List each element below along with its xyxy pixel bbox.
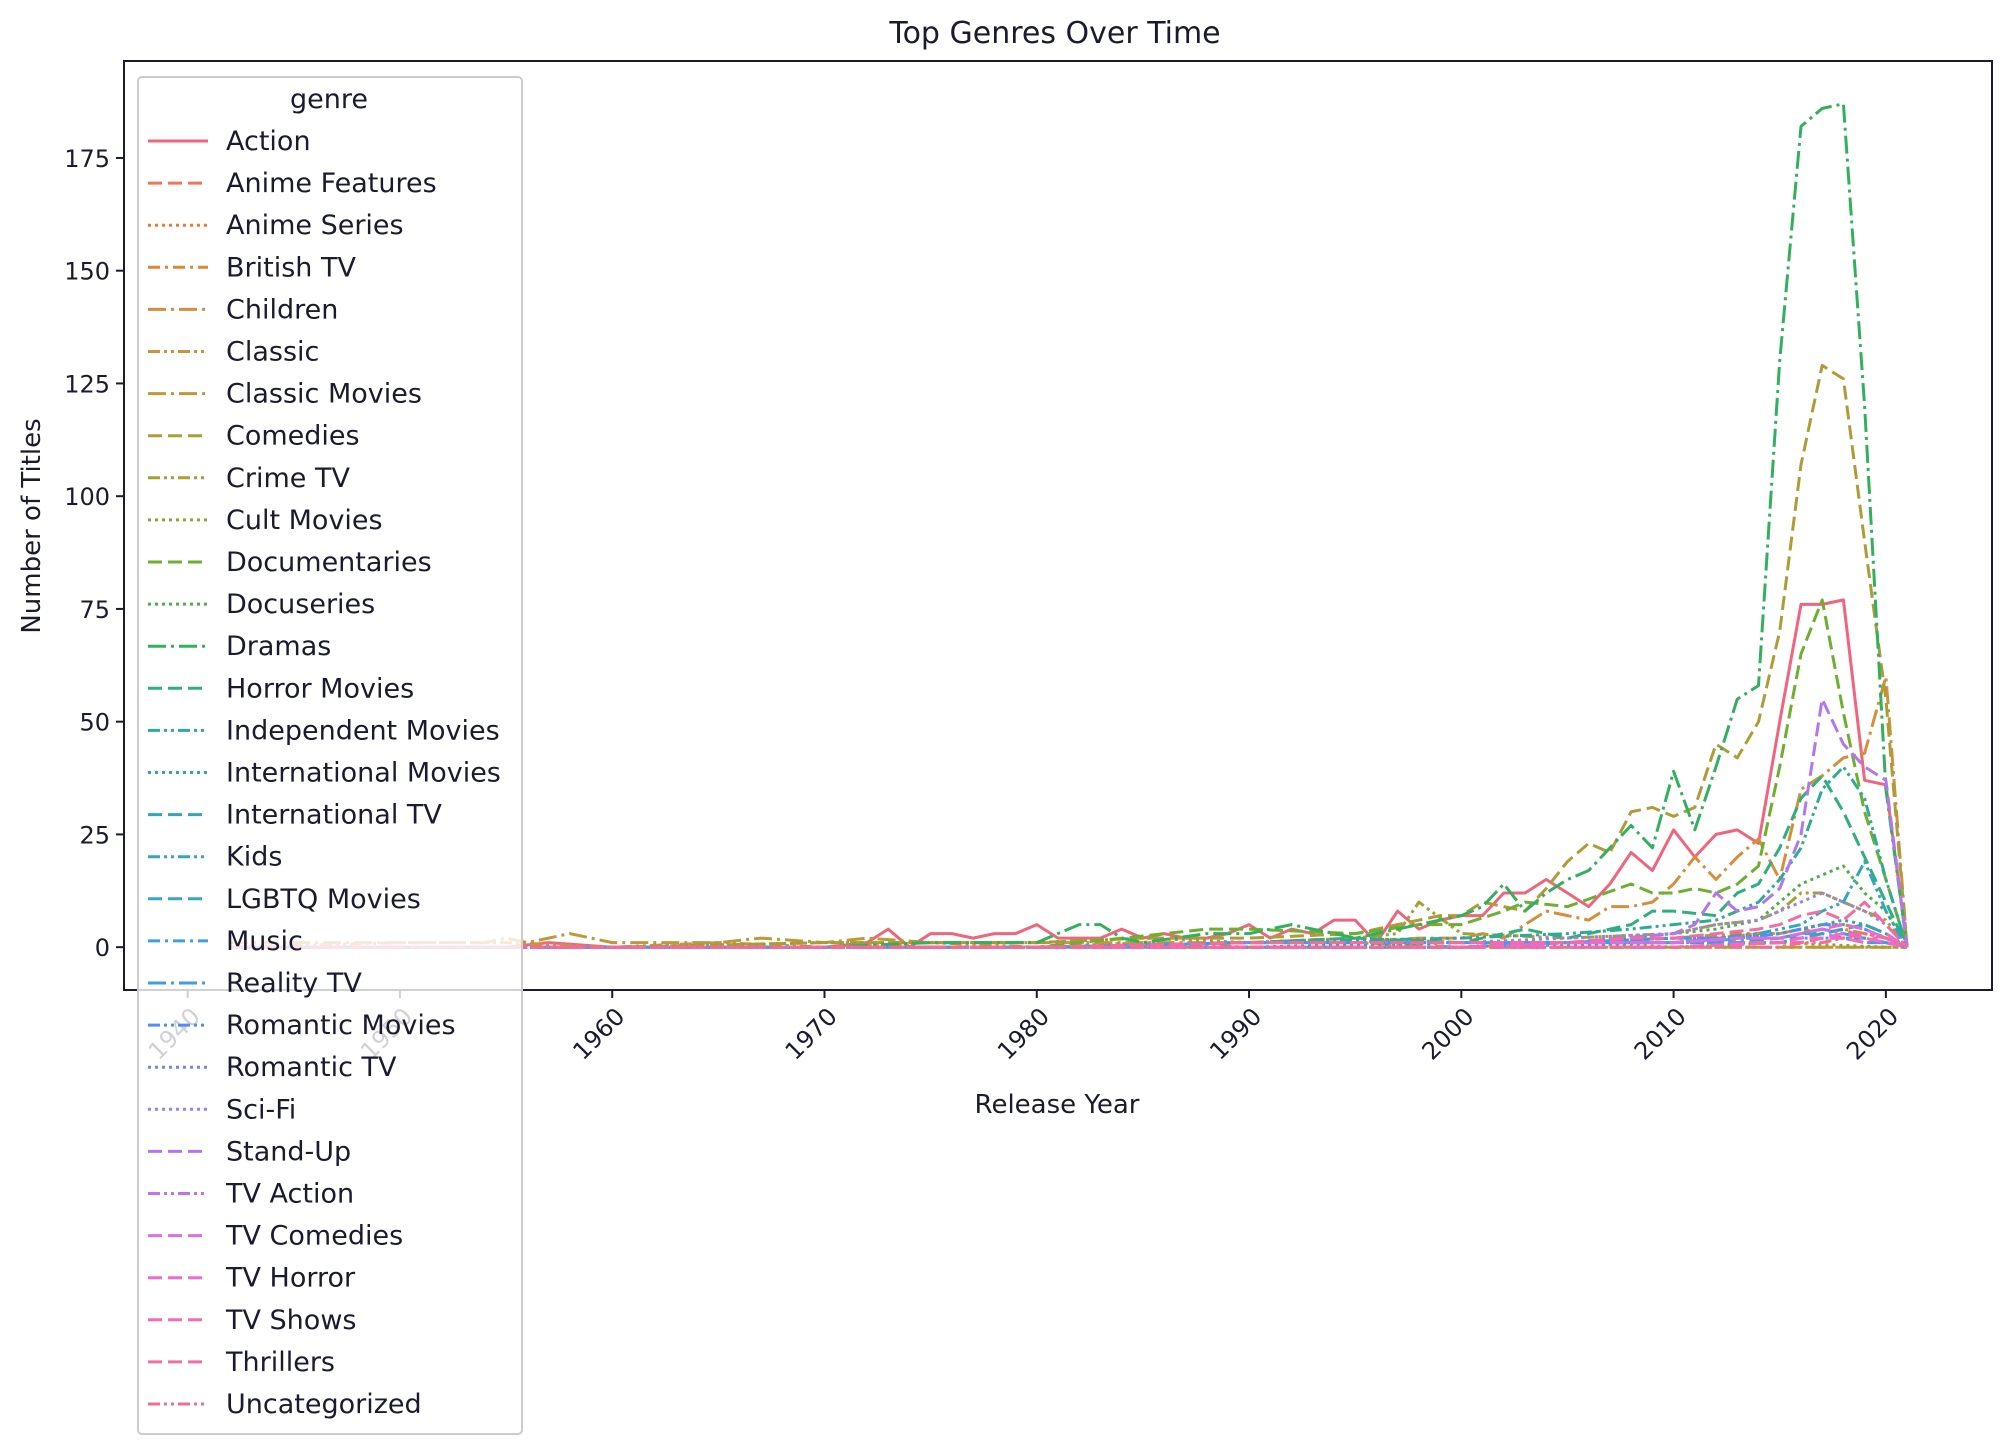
legend-label-anime-features: Anime Features bbox=[226, 168, 437, 199]
x-tick-label: 1960 bbox=[567, 1002, 630, 1065]
x-tick-label: 1990 bbox=[1204, 1002, 1267, 1065]
series-line-uncategorized bbox=[230, 932, 1908, 949]
x-axis-label: Release Year bbox=[975, 1090, 1140, 1120]
legend-label-lgbtq-movies: LGBTQ Movies bbox=[226, 884, 421, 915]
series-line-action bbox=[230, 598, 1909, 949]
legend-label-comedies: Comedies bbox=[226, 421, 360, 452]
x-tick-label: 1980 bbox=[992, 1002, 1055, 1065]
legend-label-international-tv: International TV bbox=[226, 800, 442, 831]
chart-title: Top Genres Over Time bbox=[888, 16, 1220, 51]
legend-label-documentaries: Documentaries bbox=[226, 547, 432, 578]
x-tick-label: 1970 bbox=[780, 1002, 843, 1065]
series-line-international-movies bbox=[230, 918, 1908, 949]
legend-label-crime-tv: Crime TV bbox=[226, 463, 350, 494]
legend-label-romantic-movies: Romantic Movies bbox=[226, 1010, 456, 1041]
series-line-tv-horror bbox=[230, 932, 1908, 949]
legend-label-british-tv: British TV bbox=[226, 252, 356, 283]
series-line-horror-movies bbox=[230, 774, 1909, 949]
x-tick-label: 2010 bbox=[1629, 1002, 1692, 1065]
y-tick-label: 100 bbox=[64, 483, 110, 511]
x-tick-label: 2000 bbox=[1417, 1002, 1480, 1065]
legend-label-children: Children bbox=[226, 294, 338, 325]
series-line-reality-tv bbox=[230, 927, 1908, 949]
legend-label-stand-up: Stand-Up bbox=[226, 1136, 351, 1167]
y-tick-label: 25 bbox=[79, 821, 110, 849]
plot-frame bbox=[123, 60, 1993, 991]
y-tick-label: 175 bbox=[64, 145, 110, 173]
legend-label-sci-fi: Sci-Fi bbox=[226, 1094, 296, 1125]
legend-label-uncategorized: Uncategorized bbox=[226, 1389, 422, 1420]
y-axis-label: Number of Titles bbox=[17, 418, 47, 633]
y-tick-label: 50 bbox=[79, 709, 110, 737]
legend-label-romantic-tv: Romantic TV bbox=[226, 1052, 397, 1083]
legend-label-thrillers: Thrillers bbox=[225, 1347, 335, 1378]
legend-entries: Action Anime Features Anime Series British … bbox=[148, 126, 501, 1420]
series-line-comedies bbox=[230, 363, 1909, 949]
legend-label-tv-shows: TV Shows bbox=[225, 1305, 356, 1336]
legend-label-tv-comedies: TV Comedies bbox=[225, 1221, 403, 1252]
y-axis: 0 25 50 75 100 125 150 175 bbox=[64, 145, 124, 962]
series-line-documentaries bbox=[230, 598, 1909, 949]
legend-label-tv-horror: TV Horror bbox=[225, 1263, 356, 1294]
legend-label-classic-movies: Classic Movies bbox=[226, 379, 422, 410]
legend-label-tv-action: TV Action bbox=[225, 1179, 354, 1210]
y-tick-label: 75 bbox=[79, 596, 110, 624]
legend-label-anime-series: Anime Series bbox=[226, 210, 404, 241]
legend-label-music: Music bbox=[226, 926, 303, 957]
x-tick-label: 2020 bbox=[1841, 1002, 1904, 1065]
legend-label-classic: Classic bbox=[226, 337, 319, 368]
legend-label-horror-movies: Horror Movies bbox=[226, 673, 414, 704]
legend-box bbox=[137, 76, 523, 1435]
legend-label-action: Action bbox=[226, 126, 311, 157]
legend-label-cult-movies: Cult Movies bbox=[226, 505, 383, 536]
series-line-thrillers bbox=[230, 900, 1909, 949]
legend-label-dramas: Dramas bbox=[226, 631, 331, 662]
legend-label-reality-tv: Reality TV bbox=[226, 968, 362, 999]
y-tick-label: 125 bbox=[64, 370, 110, 398]
y-tick-label: 0 bbox=[95, 934, 110, 962]
legend-title: genre bbox=[290, 84, 368, 115]
legend: genre Action Anime Features Anime Series Br… bbox=[137, 76, 523, 1435]
legend-label-docuseries: Docuseries bbox=[226, 589, 375, 620]
series-line-dramas bbox=[230, 102, 1909, 949]
y-tick-label: 150 bbox=[64, 258, 110, 286]
series-line-romantic-movies bbox=[230, 923, 1908, 949]
plot-lines bbox=[230, 102, 1909, 949]
legend-label-kids: Kids bbox=[226, 842, 282, 873]
legend-label-international-movies: International Movies bbox=[226, 758, 501, 789]
legend-label-independent-movies: Independent Movies bbox=[226, 715, 500, 746]
